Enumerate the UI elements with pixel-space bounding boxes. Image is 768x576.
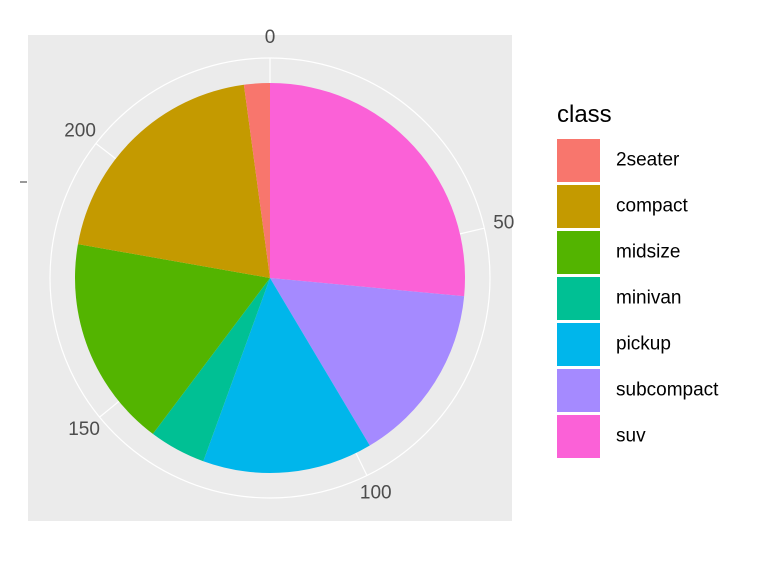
- legend: class 2seater compact midsize minivan pickup…: [557, 101, 719, 458]
- grid-line: [355, 452, 368, 476]
- pie-slice-pickup: [203, 278, 370, 473]
- legend-title: class: [557, 101, 612, 128]
- grid-line: [459, 227, 485, 235]
- grid-line: [95, 143, 117, 160]
- legend-key-compact: [557, 185, 600, 228]
- tick-label: 100: [360, 482, 392, 503]
- slice-layer: [75, 83, 465, 473]
- legend-label: pickup: [616, 334, 671, 355]
- pie-slice-midsize: [75, 244, 270, 434]
- legend-key-minivan: [557, 277, 600, 320]
- tick-label: 0: [265, 27, 276, 48]
- pie-slice-minivan: [152, 278, 270, 462]
- tick-label: 50: [493, 213, 514, 234]
- legend-label: compact: [616, 196, 689, 217]
- tick-label: 200: [64, 120, 96, 141]
- legend-key-subcompact: [557, 369, 600, 412]
- grid-layer: [49, 57, 491, 499]
- tick-labels: 0 50 100 150 200: [64, 27, 514, 503]
- legend-key-2seater: [557, 139, 600, 182]
- legend-label: minivan: [616, 288, 681, 309]
- pie-slice-suv: [270, 83, 465, 297]
- legend-label: midsize: [616, 242, 680, 263]
- legend-label: 2seater: [616, 150, 680, 171]
- legend-label: subcompact: [616, 380, 719, 401]
- pie-slice-2seater: [243, 83, 270, 278]
- legend-key-suv: [557, 415, 600, 458]
- legend-key-pickup: [557, 323, 600, 366]
- pie-slice-compact: [77, 84, 270, 279]
- grid-line: [99, 400, 120, 418]
- tick-label: 150: [68, 419, 100, 440]
- legend-label: suv: [616, 426, 646, 447]
- pie-slice-subcompact: [270, 278, 465, 446]
- legend-key-midsize: [557, 231, 600, 274]
